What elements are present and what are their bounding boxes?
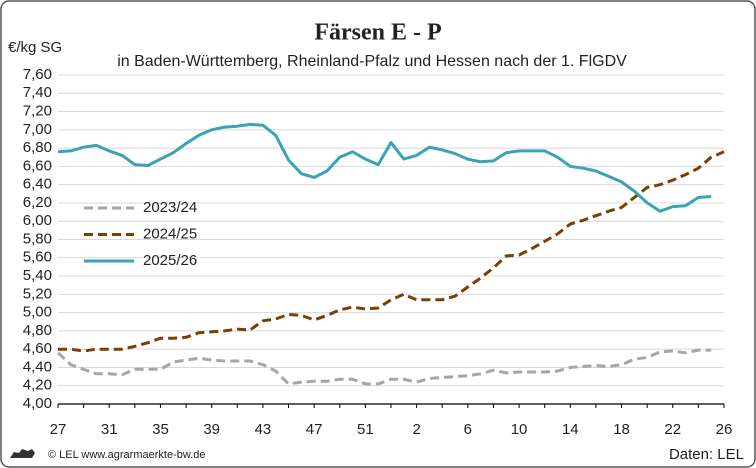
y-tick-label: 5,60 (23, 249, 52, 266)
legend-label: 2024/25 (143, 225, 197, 242)
x-tick-label: 43 (255, 421, 272, 438)
x-tick-label: 6 (464, 421, 472, 438)
y-tick-label: 4,60 (23, 340, 52, 357)
y-axis-label: €/kg SG (8, 39, 62, 56)
y-tick-label: 4,00 (23, 395, 52, 412)
x-tick-label: 18 (613, 421, 630, 438)
x-tick-label: 51 (357, 421, 374, 438)
y-tick-label: 5,80 (23, 230, 52, 247)
subtitle: in Baden-Württemberg, Rheinland-Pfalz un… (117, 53, 627, 70)
legend-label: 2023/24 (143, 199, 197, 216)
y-tick-label: 6,60 (23, 157, 52, 174)
copyright: © LEL www.agrarmaerkte-bw.de (48, 449, 206, 461)
x-tick-label: 10 (511, 421, 528, 438)
y-tick-label: 7,00 (23, 121, 52, 138)
y-tick-label: 7,60 (23, 66, 52, 83)
x-tick-label: 14 (562, 421, 579, 438)
x-tick-label: 26 (716, 421, 733, 438)
y-tick-label: 7,40 (23, 84, 52, 101)
logo (10, 449, 35, 458)
y-tick-label: 4,40 (23, 358, 52, 375)
x-tick-label: 39 (203, 421, 220, 438)
x-tick-label: 35 (152, 421, 169, 438)
y-tick-label: 5,40 (23, 267, 52, 284)
series-line (57, 122, 712, 213)
x-tick-label: 47 (306, 421, 323, 438)
y-tick-label: 4,80 (23, 322, 52, 339)
source: Daten: LEL (669, 446, 744, 463)
y-tick-label: 7,20 (23, 103, 52, 120)
series-line (56, 348, 712, 386)
y-tick-label: 4,20 (23, 377, 52, 394)
x-tick-label: 2 (412, 421, 420, 438)
y-tick-label: 6,80 (23, 139, 52, 156)
x-tick-label: 31 (101, 421, 118, 438)
y-tick-label: 6,20 (23, 194, 52, 211)
legend-label: 2025/26 (143, 252, 197, 269)
y-tick-label: 6,40 (23, 176, 52, 193)
x-tick-label: 22 (664, 421, 681, 438)
y-tick-label: 5,20 (23, 285, 52, 302)
y-tick-label: 6,00 (23, 212, 52, 229)
x-tick-label: 27 (50, 421, 67, 438)
y-tick-label: 5,00 (23, 304, 52, 321)
chart-title: Färsen E - P (314, 20, 441, 46)
series-line (58, 150, 725, 353)
